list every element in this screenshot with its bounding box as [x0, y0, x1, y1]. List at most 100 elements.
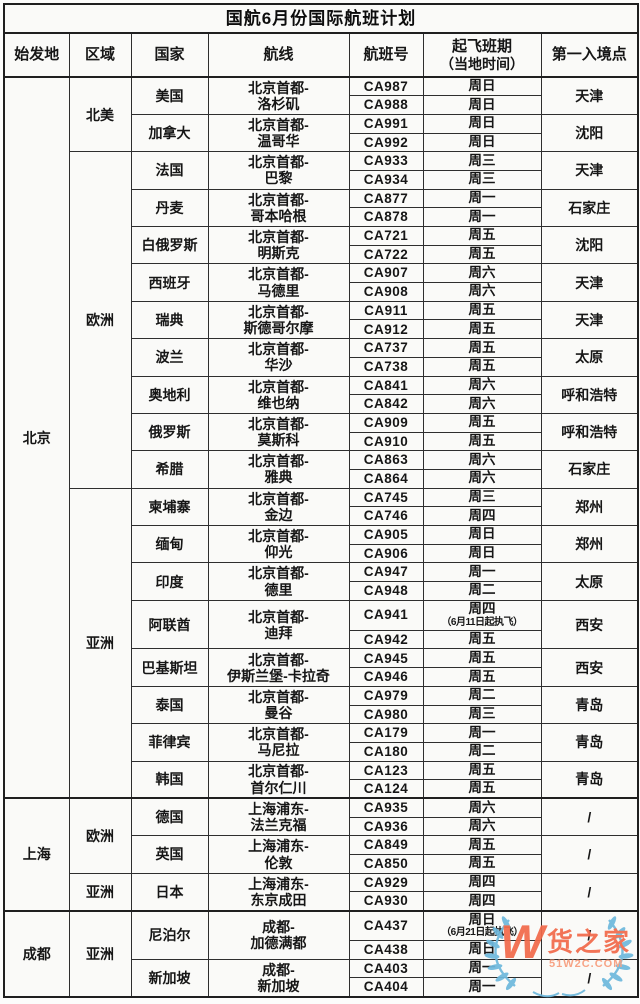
flight-row: 韩国 北京首都- 首尔仁川 CA123 周五 青岛: [4, 760, 639, 799]
cell-flight-number: CA722: [348, 244, 424, 265]
flight-row: CA878 周一: [4, 207, 638, 227]
column-header-origin: 始发地: [3, 32, 70, 78]
flight-row: 缅甸 北京首都- 仰光 CA905 周日 郑州: [4, 524, 639, 564]
cell-flight-number: CA850: [348, 854, 424, 874]
schedule-day: 周日: [468, 526, 496, 542]
cell-first-entry-point: 青岛: [540, 685, 639, 725]
flight-row: CA722 周五: [4, 244, 638, 265]
cell-schedule: 周一: [422, 977, 542, 998]
cell-country: 巴基斯坦: [130, 648, 209, 687]
cell-schedule: 周日 （6月21日起执飞）: [422, 909, 542, 942]
schedule-day: 周四: [468, 601, 496, 617]
cell-route: 上海浦东- 伦敦: [207, 835, 350, 874]
cell-flight-number: CA745: [348, 487, 424, 508]
schedule-day: 周四: [468, 892, 496, 908]
flight-row: CA992 周日: [4, 132, 638, 153]
schedule-day: 周日: [468, 545, 496, 561]
flight-row: 上海 欧洲 德国 上海浦东- 法兰克福 CA935 周六 /: [3, 797, 639, 912]
cell-country: 法国: [130, 151, 209, 190]
flight-row: 波兰 北京首都- 华沙 CA737 周五 太原: [4, 338, 639, 377]
cell-first-entry-point: 青岛: [540, 723, 639, 762]
cell-flight-number: CA737: [348, 338, 424, 358]
cell-flight-number: CA438: [348, 940, 424, 960]
cell-route: 北京首都- 洛杉矶: [207, 75, 350, 115]
flight-row: CA738 周五: [4, 356, 638, 377]
cell-flight-number: CA992: [348, 132, 424, 153]
cell-first-entry-point: 呼和浩特: [540, 412, 639, 452]
flight-row: CA850 周五: [4, 854, 638, 874]
flight-row: CA948 周二: [4, 581, 638, 601]
flight-row: CA930 周四: [4, 891, 638, 912]
cell-origin: 北京: [3, 75, 70, 799]
cell-country: 西班牙: [130, 263, 209, 302]
cell-country: 加拿大: [130, 113, 209, 153]
cell-origin: 上海: [3, 797, 70, 912]
cell-schedule: 周五: [422, 854, 542, 874]
schedule-day: 周五: [468, 761, 496, 777]
cell-route: 上海浦东- 东京成田: [207, 872, 350, 912]
cell-flight-number: CA746: [348, 506, 424, 526]
cell-country: 尼泊尔: [130, 909, 209, 960]
schedule-day: 周日: [468, 96, 496, 112]
cell-flight-number: CA878: [348, 207, 424, 227]
column-header-flight_no: 航班号: [348, 32, 424, 78]
cell-first-entry-point: 青岛: [540, 760, 639, 799]
cell-schedule: 周二: [422, 741, 542, 762]
flight-row: CA912 周五: [4, 319, 638, 340]
flight-row: 亚洲 日本 上海浦东- 东京成田 CA929 周四 /: [4, 872, 639, 912]
cell-flight-number: CA907: [348, 263, 424, 284]
schedule-note: （6月11日起执飞）: [441, 616, 523, 628]
cell-schedule: 周四: [422, 506, 542, 526]
cell-first-entry-point: 西安: [540, 599, 639, 650]
schedule-day: 周四: [468, 507, 496, 523]
cell-route: 北京首都- 伊斯兰堡-卡拉奇: [207, 648, 350, 687]
cell-region: 亚洲: [68, 872, 132, 912]
cell-first-entry-point: 天津: [540, 75, 639, 115]
cell-schedule: 周日: [422, 525, 542, 545]
schedule-day: 周四: [468, 874, 496, 890]
schedule-day: 周日: [468, 911, 496, 927]
cell-flight-number: CA988: [348, 95, 424, 115]
cell-first-entry-point: 太原: [540, 562, 639, 601]
cell-first-entry-point: 天津: [540, 151, 639, 190]
cell-flight-number: CA933: [348, 151, 424, 171]
cell-flight-number: CA942: [348, 629, 424, 650]
cell-route: 北京首都- 雅典: [207, 450, 350, 489]
cell-route: 北京首都- 华沙: [207, 338, 350, 377]
cell-schedule: 周五: [422, 779, 542, 799]
cell-schedule: 周日: [422, 95, 542, 115]
cell-flight-number: CA180: [348, 741, 424, 762]
schedule-day: 周五: [468, 320, 496, 336]
flight-row: CA124 周五: [4, 779, 638, 799]
cell-flight-number: CA929: [348, 872, 424, 893]
table-header: 国航6月份国际航班计划 始发地 区域 国家 航线 航班号 起飞班期 （当地时间） 第一入境点: [3, 3, 639, 78]
schedule-day: 周三: [468, 171, 496, 187]
cell-country: 德国: [130, 797, 209, 837]
cell-schedule: 周五: [422, 356, 542, 377]
cell-flight-number: CA842: [348, 394, 424, 414]
table-body: 北京 北美 美国 北京首都- 洛杉矶 CA987 周日 天津 CA988 周日 加拿大 北京首都- 温哥…: [3, 75, 639, 998]
cell-first-entry-point: 呼和浩特: [540, 375, 639, 414]
cell-country: 希腊: [130, 450, 209, 489]
cell-region: 亚洲: [68, 909, 132, 998]
cell-region: 亚洲: [68, 487, 132, 799]
flight-row: 亚洲 柬埔寨 北京首都- 金边 CA745 周三 郑州: [4, 487, 639, 799]
cell-first-entry-point: 石家庄: [540, 450, 639, 489]
schedule-day: 周五: [468, 246, 496, 262]
schedule-day: 周五: [468, 780, 496, 796]
cell-route: 北京首都- 马尼拉: [207, 723, 350, 762]
schedule-day: 周五: [468, 227, 496, 243]
cell-route: 北京首都- 斯德哥尔摩: [207, 300, 350, 340]
cell-schedule: 周六: [422, 450, 542, 470]
flight-row: 白俄罗斯 北京首都- 明斯克 CA721 周五 沈阳: [4, 225, 639, 265]
cell-schedule: 周一: [422, 207, 542, 227]
schedule-day: 周日: [468, 941, 496, 957]
schedule-day: 周日: [468, 78, 496, 94]
cell-origin: 成都: [3, 909, 70, 998]
column-header-route: 航线: [207, 32, 350, 78]
schedule-day: 周一: [468, 208, 496, 224]
cell-flight-number: CA946: [348, 667, 424, 687]
cell-first-entry-point: 沈阳: [540, 225, 639, 265]
cell-schedule: 周四: [422, 891, 542, 912]
